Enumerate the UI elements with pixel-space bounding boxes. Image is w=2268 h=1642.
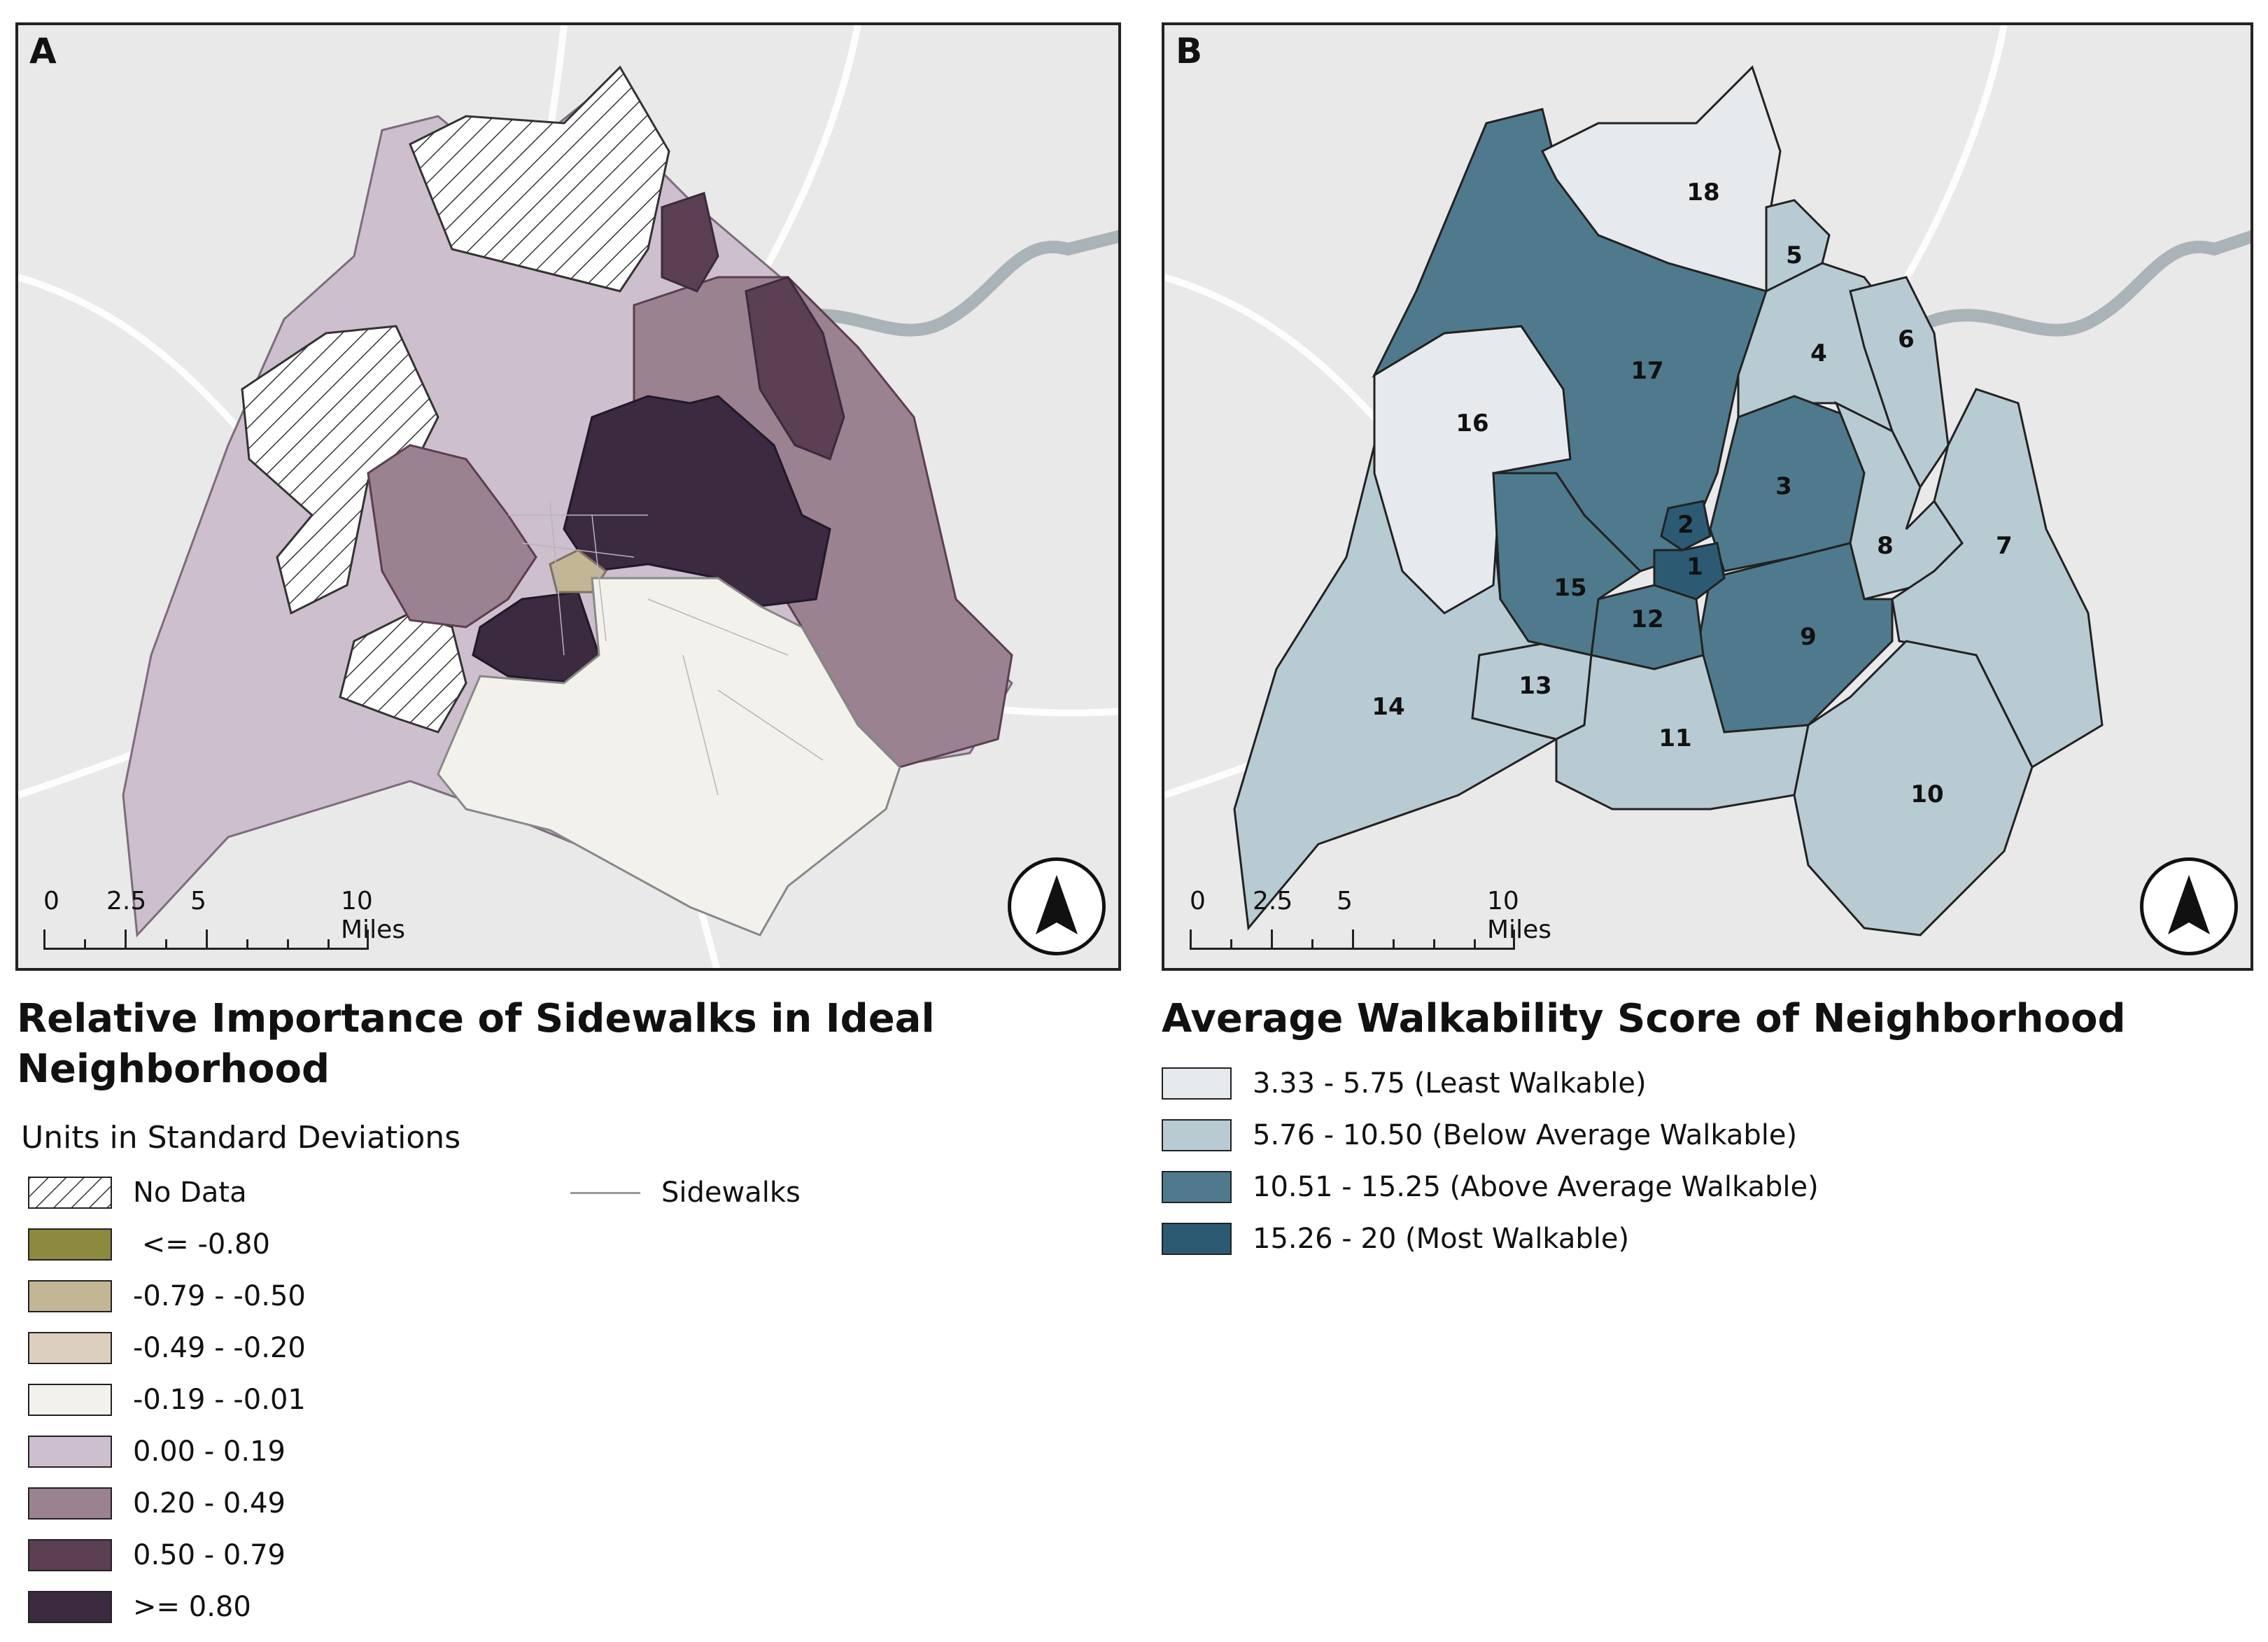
legend-item-class-7: 0.50 - 0.79 xyxy=(28,1536,286,1575)
neighborhood-labels: 1 2 3 4 5 6 7 8 9 10 11 12 13 14 15 16 1… xyxy=(1372,178,2013,808)
label-10: 10 xyxy=(1910,780,1943,808)
legend-label: -0.49 - -0.20 xyxy=(133,1332,306,1364)
label-9: 9 xyxy=(1800,623,1817,651)
region-0.50-0.79-north[interactable] xyxy=(745,276,845,461)
legend-item-class-6: 0.20 - 0.49 xyxy=(28,1484,286,1523)
legend-item-class-2: -0.79 - -0.50 xyxy=(28,1277,306,1316)
label-8: 8 xyxy=(1877,532,1894,560)
legend-item-b-3: 10.51 - 15.25 (Above Average Walkable) xyxy=(1162,1167,1819,1207)
scale-label-2-5: 2.5 xyxy=(1253,887,1293,915)
legend-item-b-1: 3.33 - 5.75 (Least Walkable) xyxy=(1162,1064,1647,1103)
north-arrow-icon xyxy=(1008,857,1106,955)
label-5: 5 xyxy=(1786,241,1803,269)
scale-label-0: 0 xyxy=(1190,887,1206,915)
neighborhood-1[interactable] xyxy=(1653,542,1726,601)
map-b-canvas: 1 2 3 4 5 6 7 8 9 10 11 12 13 14 15 16 1… xyxy=(1164,25,2251,936)
region-no-data-north[interactable] xyxy=(409,65,670,293)
scale-bar-a: 0 2.5 5 10 Miles xyxy=(43,887,405,950)
label-11: 11 xyxy=(1658,724,1691,752)
label-6: 6 xyxy=(1898,325,1915,353)
region-0.50-0.79-top[interactable] xyxy=(661,192,719,293)
legend-label: 5.76 - 10.50 (Below Average Walkable) xyxy=(1253,1119,1798,1151)
map-panel-b[interactable]: 1 2 3 4 5 6 7 8 9 10 11 12 13 14 15 16 1… xyxy=(1162,22,2253,971)
label-12: 12 xyxy=(1630,605,1663,633)
river xyxy=(770,230,1118,337)
map-a-canvas xyxy=(18,25,1118,968)
scale-label-2-5: 2.5 xyxy=(106,887,147,915)
label-16: 16 xyxy=(1456,409,1488,437)
region-0.20-0.49-west[interactable] xyxy=(367,444,537,629)
scale-label-0: 0 xyxy=(43,887,59,915)
map-panel-a[interactable]: A 0 2.5 5 10 Miles xyxy=(15,22,1121,971)
legend-label: >= 0.80 xyxy=(133,1591,251,1623)
panel-letter-b: B xyxy=(1176,31,1203,71)
legend-label: 0.50 - 0.79 xyxy=(133,1539,286,1571)
scale-label-10: 10 Miles xyxy=(341,887,405,944)
label-18: 18 xyxy=(1686,178,1719,206)
legend-item-b-4: 15.26 - 20 (Most Walkable) xyxy=(1162,1219,1629,1258)
neighborhood-15[interactable] xyxy=(1492,472,1642,657)
neighborhood-2[interactable] xyxy=(1660,500,1712,552)
legend-title-a-line1: Relative Importance of Sidewalks in Idea… xyxy=(17,996,935,1041)
legend-item-class-3: -0.49 - -0.20 xyxy=(28,1328,306,1368)
label-15: 15 xyxy=(1554,574,1586,602)
region-minus-0.19-minus-0.01[interactable] xyxy=(437,577,901,936)
neighborhood-10[interactable] xyxy=(1793,640,2034,936)
label-4: 4 xyxy=(1810,339,1827,367)
sidewalks-line-icon xyxy=(570,1191,640,1194)
legend-title-a-line2: Neighborhood xyxy=(17,1046,330,1092)
swatch-hatch xyxy=(28,1177,112,1209)
label-2: 2 xyxy=(1677,511,1694,539)
scale-bar-b: 0 2.5 5 10 Miles xyxy=(1190,887,1551,950)
neighborhood-6[interactable] xyxy=(1849,276,1950,489)
label-7: 7 xyxy=(1996,532,2013,560)
legend-item-class-5: 0.00 - 0.19 xyxy=(28,1432,286,1471)
label-14: 14 xyxy=(1372,693,1404,721)
legend-label: 15.26 - 20 (Most Walkable) xyxy=(1253,1223,1630,1255)
legend-label: No Data xyxy=(133,1177,247,1209)
legend-item-no-data: No Data xyxy=(28,1173,247,1212)
legend-label: 3.33 - 5.75 (Least Walkable) xyxy=(1253,1067,1647,1100)
legend-label: 10.51 - 15.25 (Above Average Walkable) xyxy=(1253,1171,1819,1203)
legend-item-class-1: <= -0.80 xyxy=(28,1225,270,1264)
legend-label: Sidewalks xyxy=(661,1177,801,1209)
scale-label-10: 10 Miles xyxy=(1487,887,1551,944)
legend-label: 0.00 - 0.19 xyxy=(133,1436,286,1468)
legend-item-class-4: -0.19 - -0.01 xyxy=(28,1380,306,1419)
north-arrow-icon xyxy=(2140,857,2238,955)
scale-label-5: 5 xyxy=(1337,887,1353,915)
sidewalks xyxy=(508,500,824,796)
legend-item-b-2: 5.76 - 10.50 (Below Average Walkable) xyxy=(1162,1116,1797,1155)
label-1: 1 xyxy=(1686,553,1703,581)
legend-label: -0.19 - -0.01 xyxy=(133,1384,306,1416)
legend-label: <= -0.80 xyxy=(133,1228,270,1261)
legend-title-a: Relative Importance of Sidewalks in Idea… xyxy=(17,994,935,1095)
scale-bar-line-b xyxy=(1190,929,1515,950)
legend-label: 0.20 - 0.49 xyxy=(133,1487,286,1520)
scale-bar-line xyxy=(43,929,369,950)
scale-label-5: 5 xyxy=(190,887,206,915)
legend-subtitle-a: Units in Standard Deviations xyxy=(21,1120,461,1156)
panel-letter-a: A xyxy=(29,31,57,71)
region-no-data-west[interactable] xyxy=(241,325,439,615)
label-13: 13 xyxy=(1519,672,1551,700)
label-17: 17 xyxy=(1630,357,1663,385)
label-3: 3 xyxy=(1775,472,1792,500)
legend-title-b: Average Walkability Score of Neighborhoo… xyxy=(1162,996,2126,1041)
legend-item-sidewalks: Sidewalks xyxy=(570,1173,801,1212)
neighborhood-11[interactable] xyxy=(1555,654,1810,811)
legend-label: -0.79 - -0.50 xyxy=(133,1280,306,1312)
legend-item-class-8: >= 0.80 xyxy=(28,1587,251,1627)
river-b xyxy=(1917,230,2251,337)
